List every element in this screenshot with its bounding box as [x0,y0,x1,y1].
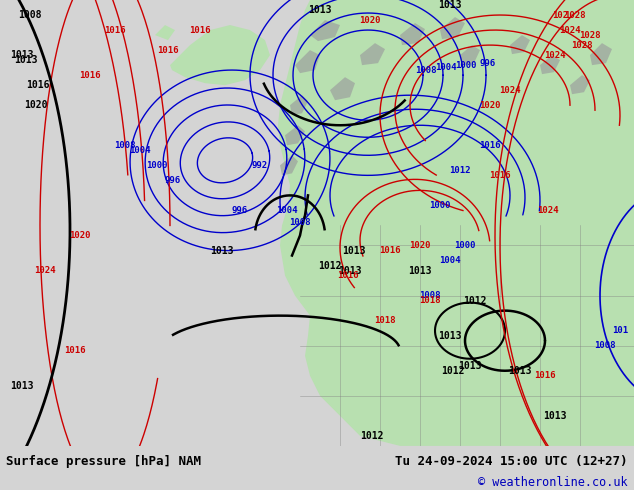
Text: 1013: 1013 [210,245,234,255]
Text: 1016: 1016 [157,46,179,54]
Text: 1008: 1008 [594,341,616,350]
Text: 1013: 1013 [543,411,567,421]
Text: 1000: 1000 [429,201,451,210]
Text: 1013: 1013 [438,0,462,10]
Text: 1020: 1020 [359,16,381,24]
Text: 1013: 1013 [342,245,366,255]
Text: 1004: 1004 [436,63,456,72]
Text: 1016: 1016 [337,271,359,280]
Text: Tu 24-09-2024 15:00 UTC (12+27): Tu 24-09-2024 15:00 UTC (12+27) [395,455,628,468]
Text: 1008: 1008 [18,10,42,20]
Polygon shape [590,43,612,65]
Text: 996: 996 [480,59,496,68]
Text: 1016: 1016 [534,371,556,380]
Polygon shape [295,50,320,73]
Text: 1004: 1004 [276,206,298,215]
Text: 1012: 1012 [441,366,465,376]
Text: 1004: 1004 [129,146,151,155]
Text: 1012: 1012 [360,431,384,441]
Text: 1000: 1000 [454,241,476,250]
Text: 1013: 1013 [14,55,38,65]
Text: 1013: 1013 [10,50,34,60]
Text: 992: 992 [252,161,268,170]
Text: 1020: 1020 [24,100,48,110]
Text: 1016: 1016 [79,71,101,80]
Text: 1028: 1028 [564,10,586,20]
Text: © weatheronline.co.uk: © weatheronline.co.uk [478,476,628,489]
Text: 1016: 1016 [64,346,86,355]
Text: 1016: 1016 [489,171,511,180]
Text: 1020: 1020 [479,101,501,110]
Text: 1008: 1008 [114,141,136,150]
Polygon shape [155,25,175,40]
Polygon shape [285,125,305,146]
Text: 1024: 1024 [544,50,566,60]
Polygon shape [360,43,385,65]
Polygon shape [460,45,480,65]
Text: 102: 102 [552,10,568,20]
Text: 1013: 1013 [458,361,482,371]
Text: 1024: 1024 [34,266,56,275]
Text: 1013: 1013 [408,266,432,275]
Text: 996: 996 [232,206,248,215]
Text: 1016: 1016 [379,246,401,255]
Text: Surface pressure [hPa] NAM: Surface pressure [hPa] NAM [6,455,202,468]
Text: 1024: 1024 [499,86,521,95]
Text: 1028: 1028 [571,41,593,49]
Polygon shape [310,20,340,41]
Text: 1020: 1020 [69,231,91,240]
Text: 1008: 1008 [289,218,311,227]
Text: 1012: 1012 [463,295,487,306]
Text: 1018: 1018 [374,316,396,325]
Text: 1008: 1008 [419,291,441,300]
Text: 101: 101 [612,326,628,335]
Polygon shape [330,77,355,100]
Text: 1020: 1020 [410,241,430,250]
Text: 1028: 1028 [579,30,601,40]
Text: 1013: 1013 [508,366,532,376]
Text: 1016: 1016 [479,141,501,150]
Text: 1004: 1004 [439,256,461,265]
Text: 1008: 1008 [415,66,437,74]
Polygon shape [510,35,530,54]
Polygon shape [280,155,298,175]
Text: 1000: 1000 [455,61,477,70]
Text: 1013: 1013 [438,331,462,341]
Text: 1000: 1000 [146,161,168,170]
Polygon shape [400,23,425,45]
Polygon shape [170,25,270,85]
Text: 1013: 1013 [10,381,34,391]
Text: 1016: 1016 [104,25,126,35]
Text: 1012: 1012 [450,166,471,175]
Polygon shape [440,17,465,39]
Text: 1012: 1012 [318,261,342,270]
Polygon shape [540,55,560,74]
Text: 1016: 1016 [190,25,210,35]
Text: 1024: 1024 [559,25,581,35]
Polygon shape [278,0,634,446]
Text: 1013: 1013 [308,5,332,15]
Text: 1013: 1013 [339,266,362,275]
Text: 1016: 1016 [26,80,49,90]
Text: 1018: 1018 [419,296,441,305]
Text: 1024: 1024 [537,206,559,215]
Polygon shape [570,75,590,94]
Text: 996: 996 [165,176,181,185]
Polygon shape [290,95,308,115]
